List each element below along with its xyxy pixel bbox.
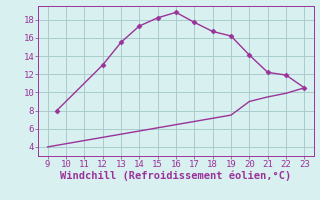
X-axis label: Windchill (Refroidissement éolien,°C): Windchill (Refroidissement éolien,°C) (60, 171, 292, 181)
